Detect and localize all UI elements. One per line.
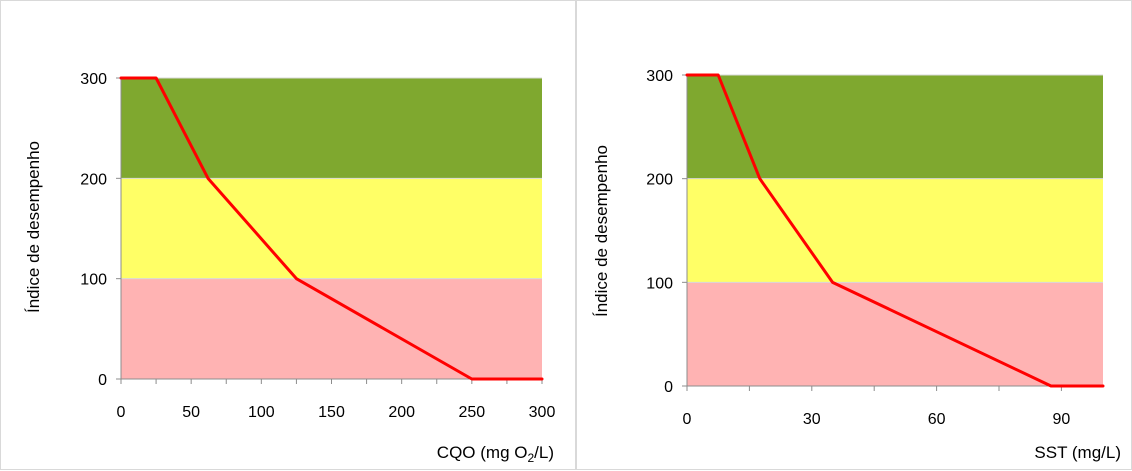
y-axis-title: Índice de desempenho: [592, 145, 611, 317]
x-tick-label: 0: [683, 411, 692, 428]
x-axis-title: CQO (mg O2/L): [437, 443, 554, 465]
y-tick-label: 100: [646, 275, 673, 292]
y-tick-label: 300: [80, 71, 107, 88]
x-tick-label: 0: [117, 404, 126, 421]
chart-sst: 0 30 60 90 0 100 200 300 Índice de desempenho S…: [577, 1, 1132, 471]
band-0: [121, 279, 542, 379]
y-tick-label: 300: [646, 68, 673, 85]
y-tick-label: 200: [646, 172, 673, 189]
x-tick-label: 100: [248, 404, 275, 421]
band-2: [687, 75, 1103, 179]
performance-bands: [687, 75, 1103, 386]
x-axis-title: SST (mg/L): [1034, 443, 1121, 462]
y-tick-label: 100: [80, 272, 107, 289]
y-tick-label: 0: [98, 372, 107, 389]
x-tick-label: 200: [388, 404, 415, 421]
band-0: [687, 282, 1103, 386]
x-tick-label: 30: [803, 411, 821, 428]
x-tick-label: 50: [182, 404, 200, 421]
y-axis-title: Índice de desempenho: [24, 141, 43, 313]
chart-cqo: 0 50 100 150 200 250 300 0 100 200 300 Índice de d…: [1, 1, 577, 471]
y-tick-label: 0: [664, 379, 673, 396]
x-tick-label: 150: [318, 404, 345, 421]
x-tick-label: 300: [529, 404, 556, 421]
y-tick-label: 200: [80, 171, 107, 188]
x-tick-label: 60: [928, 411, 946, 428]
chart-panel-sst: 0 30 60 90 0 100 200 300 Índice de desempenho S…: [576, 0, 1132, 470]
band-1: [687, 179, 1103, 283]
performance-bands: [121, 78, 542, 379]
band-2: [121, 78, 542, 178]
chart-panel-cqo: 0 50 100 150 200 250 300 0 100 200 300 Índice de d…: [0, 0, 576, 470]
band-1: [121, 178, 542, 278]
x-tick-label: 250: [458, 404, 485, 421]
x-tick-label: 90: [1053, 411, 1071, 428]
